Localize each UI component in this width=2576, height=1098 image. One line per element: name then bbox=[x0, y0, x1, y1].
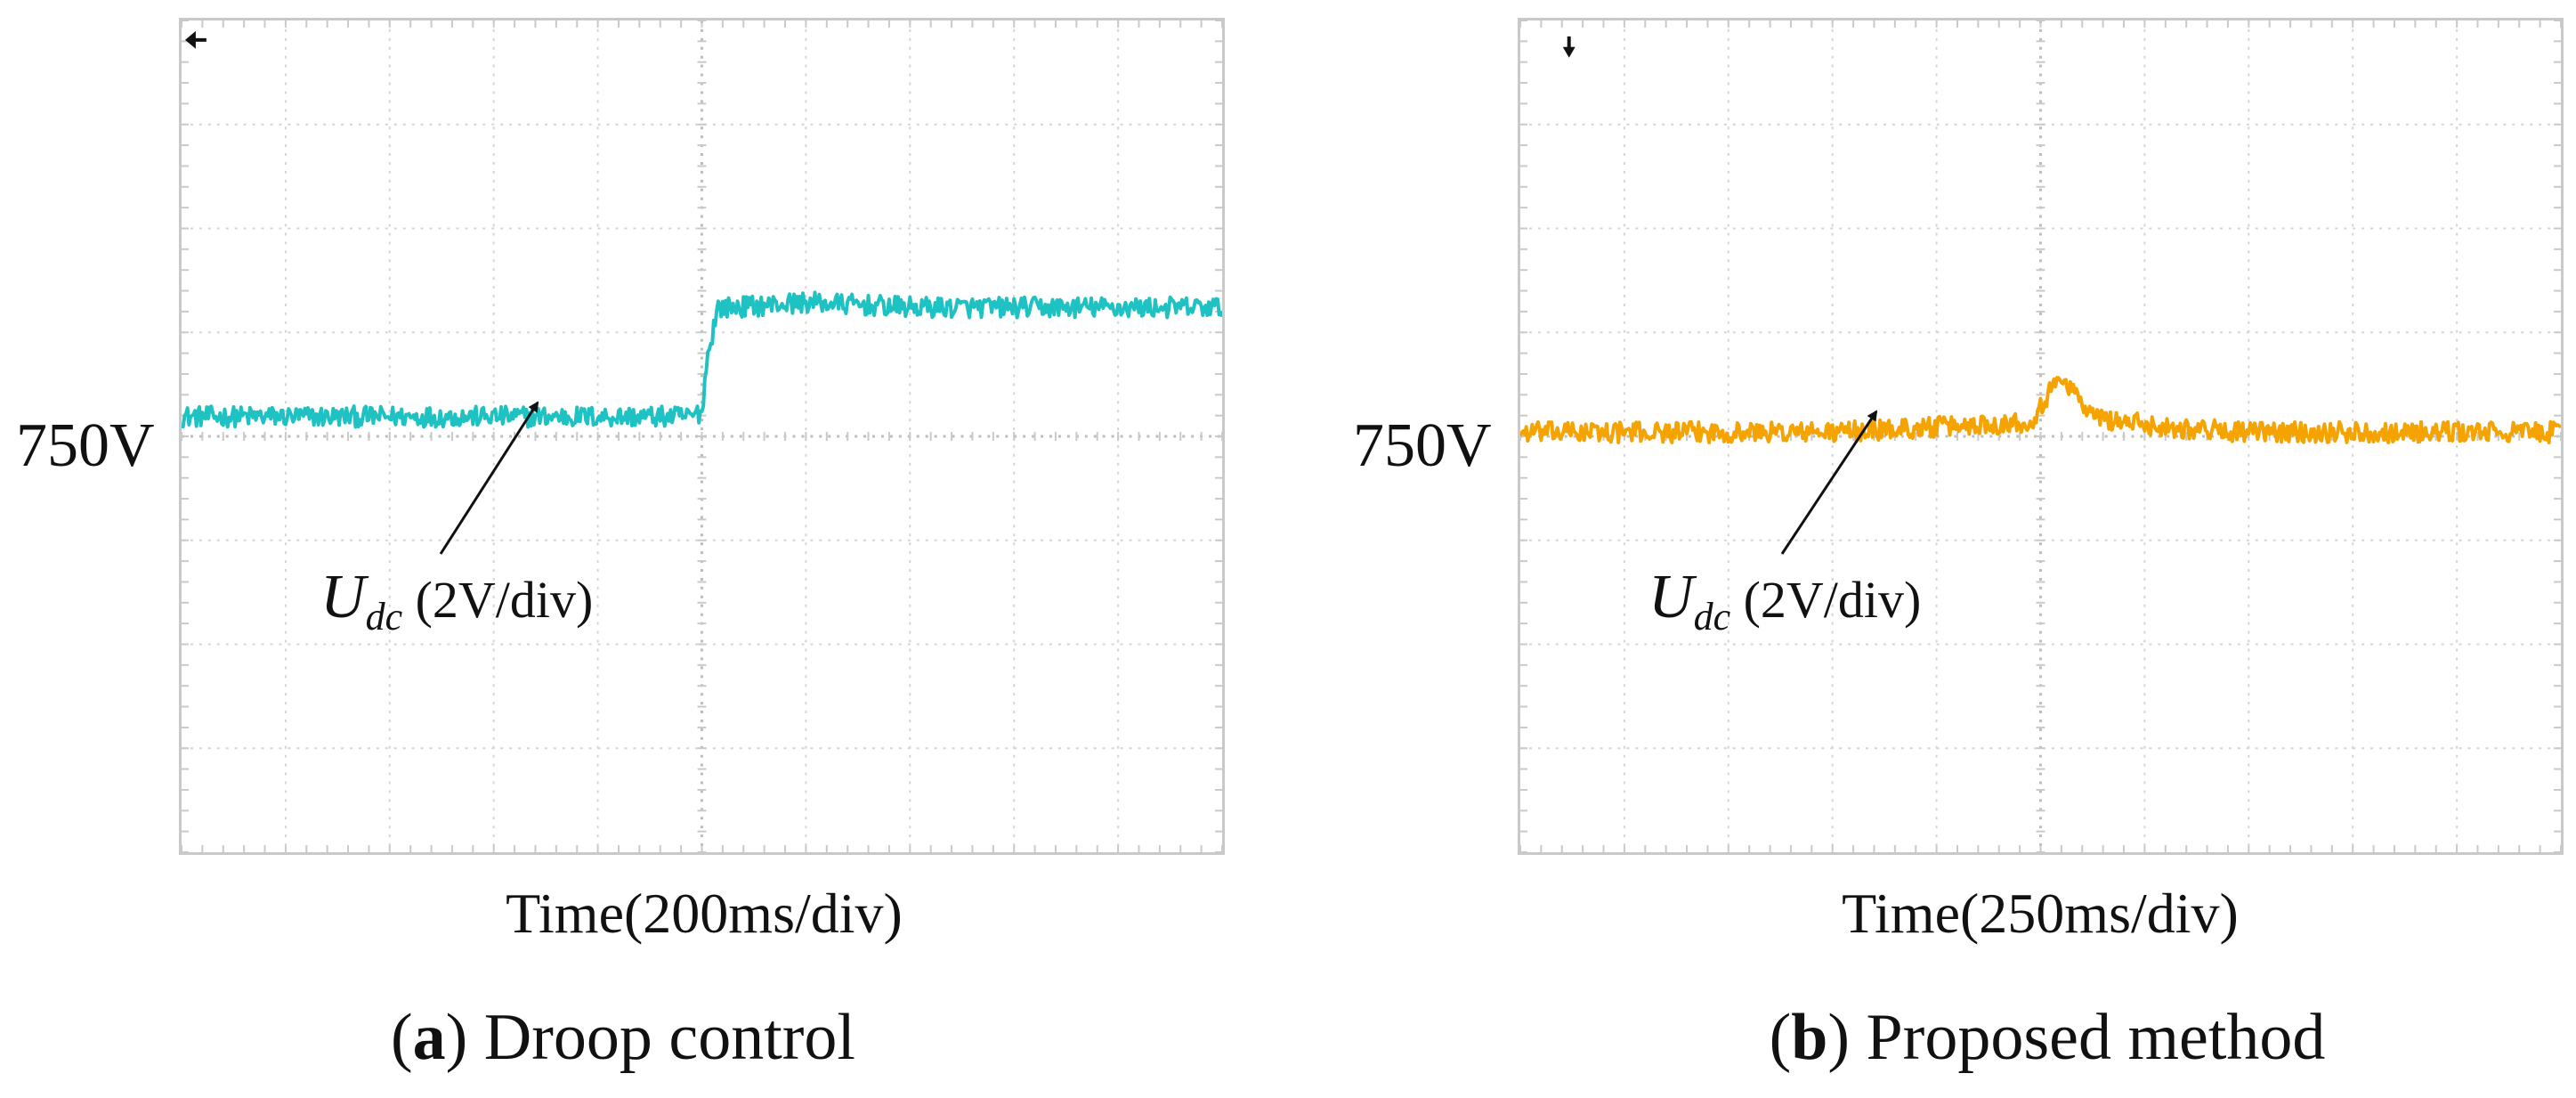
signal-name-b: U bbox=[1648, 563, 1694, 631]
caption-text-b: Proposed method bbox=[1866, 1001, 2326, 1074]
reference-level-label-a: 750V bbox=[16, 411, 155, 480]
caption-letter-a: a bbox=[412, 1001, 446, 1074]
waveform-plot-b bbox=[1520, 20, 2561, 852]
oscilloscope-screen-a bbox=[179, 18, 1225, 855]
oscilloscope-screen-b bbox=[1518, 18, 2564, 855]
time-axis-label-a: Time(200ms/div) bbox=[506, 882, 903, 945]
signal-label-a: Udc (2V/div) bbox=[320, 566, 593, 637]
time-axis-label-b: Time(250ms/div) bbox=[1842, 882, 2239, 945]
caption-letter-b: b bbox=[1791, 1001, 1828, 1074]
waveform-udc-a bbox=[182, 290, 1222, 429]
trigger-marker-b bbox=[1562, 46, 1576, 58]
signal-scale-b: (2V/div) bbox=[1743, 571, 1922, 629]
signal-name-a: U bbox=[320, 563, 366, 631]
caption-a: (a) Droop control bbox=[390, 1001, 855, 1074]
signal-subscript-a: dc bbox=[365, 595, 403, 638]
signal-scale-a: (2V/div) bbox=[415, 571, 594, 629]
caption-b: (b) Proposed method bbox=[1769, 1001, 2326, 1074]
signal-subscript-b: dc bbox=[1693, 595, 1731, 638]
trigger-marker-a bbox=[184, 30, 196, 49]
reference-level-label-b: 750V bbox=[1353, 411, 1492, 480]
caption-text-a: Droop control bbox=[483, 1001, 855, 1074]
waveform-udc-b bbox=[1520, 376, 2561, 444]
signal-label-b: Udc (2V/div) bbox=[1648, 566, 1921, 637]
waveform-plot-a bbox=[182, 20, 1222, 852]
